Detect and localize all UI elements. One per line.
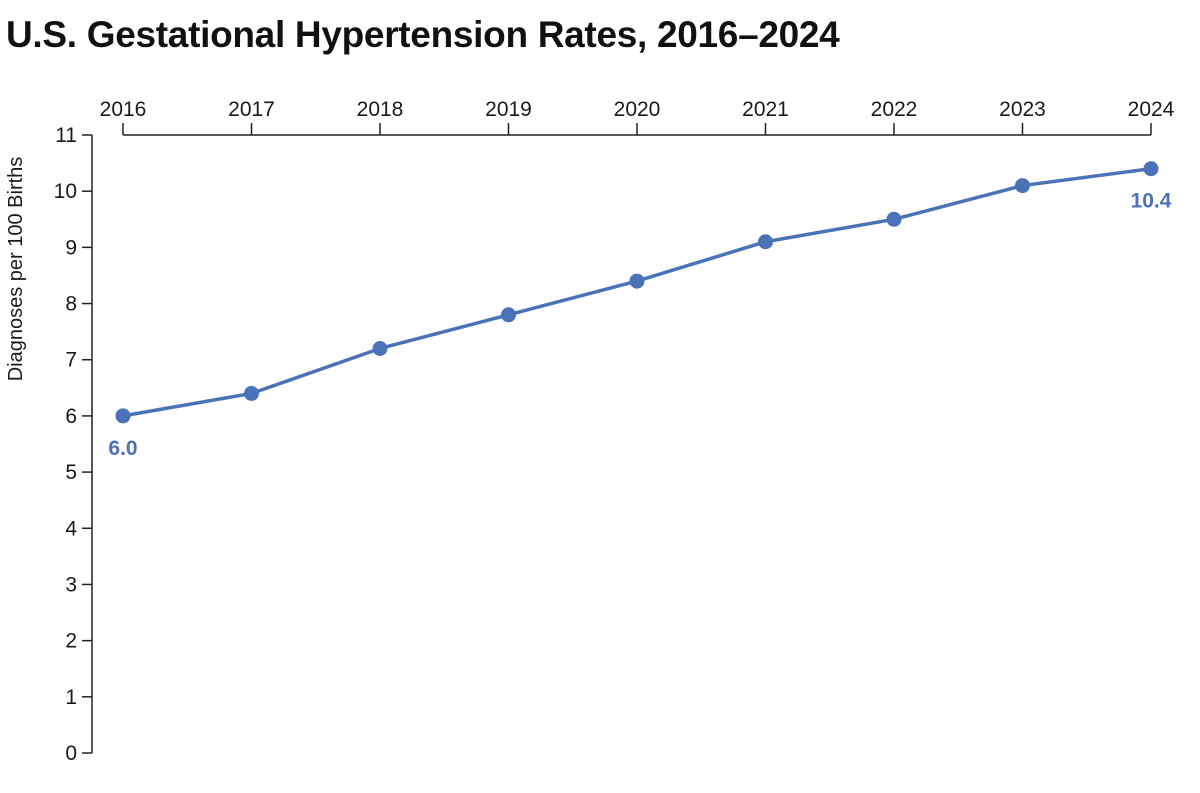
y-tick-label: 9 <box>65 236 77 259</box>
chart-title: U.S. Gestational Hypertension Rates, 201… <box>6 14 840 55</box>
data-point <box>758 234 773 250</box>
data-point <box>1143 161 1159 177</box>
data-point <box>886 211 902 227</box>
series-line <box>121 166 1153 418</box>
x-tick-label: 2018 <box>357 98 404 121</box>
x-tick-label: 2017 <box>228 98 275 121</box>
x-tick-label: 2016 <box>100 98 147 121</box>
y-tick-label: 5 <box>65 461 77 484</box>
data-point <box>372 340 388 356</box>
y-tick-label: 6 <box>65 405 77 428</box>
y-axis: 0 1 2 3 4 5 6 7 8 9 10 11 Diagnoses per 100 Births <box>5 124 93 765</box>
data-point <box>244 385 259 401</box>
y-tick-label: 8 <box>65 293 77 316</box>
x-tick-label: 2022 <box>871 98 918 121</box>
x-tick-label: 2021 <box>742 98 789 121</box>
y-tick-label: 10 <box>54 180 77 203</box>
data-point <box>629 273 645 289</box>
data-label: 10.4 <box>1131 190 1172 213</box>
x-tick-label: 2020 <box>614 98 661 121</box>
y-axis-title: Diagnoses per 100 Births <box>5 157 27 382</box>
x-tick-label: 2023 <box>999 98 1046 121</box>
data-labels: 6.0 10.4 <box>108 190 1171 460</box>
x-axis: 2016 2017 2018 2019 2020 2021 2022 2023 2024 <box>100 98 1175 136</box>
series-layer <box>115 161 1159 424</box>
data-label: 6.0 <box>108 437 137 460</box>
x-tick-label: 2024 <box>1128 98 1175 121</box>
data-point <box>1015 178 1030 194</box>
y-tick-label: 4 <box>65 517 77 540</box>
y-tick-label: 1 <box>65 686 77 709</box>
y-tick-label: 3 <box>65 573 77 596</box>
y-tick-label: 11 <box>55 124 77 147</box>
data-point <box>501 307 516 323</box>
y-tick-label: 2 <box>65 630 77 653</box>
y-tick-label: 0 <box>65 742 77 765</box>
x-tick-label: 2019 <box>485 98 532 121</box>
data-point <box>115 408 131 424</box>
y-tick-label: 7 <box>65 349 77 372</box>
